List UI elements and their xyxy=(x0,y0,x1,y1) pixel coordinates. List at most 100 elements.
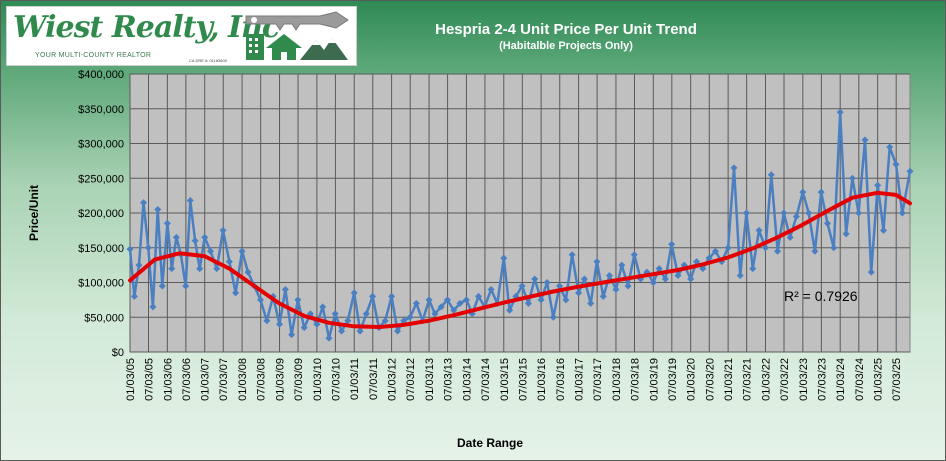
x-tick-label: 01/03/06 xyxy=(162,358,174,401)
data-point xyxy=(256,296,264,304)
data-point xyxy=(836,108,844,116)
data-point xyxy=(186,196,194,204)
x-tick-label: 01/03/20 xyxy=(686,358,698,401)
data-point xyxy=(767,171,775,179)
data-point xyxy=(742,209,750,217)
horizontal-gridlines xyxy=(130,73,910,353)
data-point xyxy=(338,327,346,335)
data-point xyxy=(874,181,882,189)
x-tick-label: 07/03/19 xyxy=(667,358,679,401)
data-point xyxy=(191,237,199,245)
data-point xyxy=(213,265,221,273)
data-point xyxy=(587,299,595,307)
y-tick-label: $100,000 xyxy=(78,278,124,290)
x-tick-label: 01/03/09 xyxy=(275,358,287,401)
y-tick-label: $0 xyxy=(112,347,124,359)
x-tick-label: 07/03/17 xyxy=(592,358,604,401)
x-tick-label: 01/03/24 xyxy=(835,358,847,401)
data-point xyxy=(543,279,551,286)
data-point xyxy=(848,174,856,182)
data-point xyxy=(855,209,863,217)
data-point xyxy=(140,199,148,207)
data-point xyxy=(319,303,327,311)
data-point xyxy=(425,296,433,304)
x-tick-label: 01/03/22 xyxy=(760,358,772,401)
x-tick-label: 01/03/19 xyxy=(648,358,660,401)
x-tick-label: 07/03/25 xyxy=(891,358,903,401)
data-point xyxy=(805,209,813,217)
x-tick-label: 01/03/07 xyxy=(200,358,212,401)
data-point xyxy=(867,268,875,276)
x-tick-label: 07/03/24 xyxy=(854,358,866,401)
data-point xyxy=(163,219,171,227)
data-point xyxy=(699,265,707,273)
data-point xyxy=(356,327,364,335)
data-point xyxy=(612,285,620,293)
data-point xyxy=(562,296,570,304)
x-tick-label: 01/03/25 xyxy=(873,358,885,401)
x-tick-label: 07/03/21 xyxy=(742,358,754,401)
data-point xyxy=(462,296,470,304)
data-point xyxy=(811,247,819,255)
x-tick-label: 07/03/08 xyxy=(256,358,268,401)
y-tick-label: $300,000 xyxy=(78,139,124,151)
data-point xyxy=(599,292,607,300)
data-point xyxy=(755,226,763,234)
data-point xyxy=(394,327,402,335)
data-point xyxy=(531,275,539,283)
data-point xyxy=(730,164,738,172)
data-point xyxy=(736,272,744,280)
data-point xyxy=(201,233,209,241)
data-point xyxy=(207,247,215,255)
data-point xyxy=(126,245,134,253)
data-point xyxy=(668,240,676,248)
x-tick-label: 01/03/12 xyxy=(387,358,399,401)
y-tick-label: $400,000 xyxy=(78,69,124,81)
data-point xyxy=(830,244,838,252)
x-tick-label: 01/03/17 xyxy=(574,358,586,401)
x-tick-label: 01/03/18 xyxy=(611,358,623,401)
data-point xyxy=(661,275,669,283)
data-point xyxy=(344,317,352,325)
data-point xyxy=(556,282,564,290)
y-tick-label: $50,000 xyxy=(84,312,124,324)
data-point xyxy=(144,244,152,252)
y-tick-label: $150,000 xyxy=(78,243,124,255)
x-tick-label: 07/03/13 xyxy=(443,358,455,401)
data-point xyxy=(244,268,252,276)
data-point xyxy=(158,282,166,290)
data-point xyxy=(381,317,389,325)
data-point xyxy=(196,265,204,273)
data-point xyxy=(624,282,632,290)
data-point xyxy=(761,244,769,252)
data-point xyxy=(450,306,458,314)
x-tick-label: 07/03/06 xyxy=(181,358,193,401)
data-point xyxy=(437,303,445,311)
x-tick-label: 01/03/08 xyxy=(237,358,249,401)
y-axis-title: Price/Unit xyxy=(27,185,41,241)
y-axis-ticks: $0 $50,000 $100,000 $150,000 $200,000 $250,00… xyxy=(78,69,124,359)
logo-dre-number: CA DRE #: 01183600 xyxy=(189,58,227,63)
data-point xyxy=(288,331,296,339)
x-axis-title: Date Range xyxy=(457,436,523,450)
x-tick-label: 01/03/11 xyxy=(349,358,361,400)
x-tick-label: 01/03/13 xyxy=(424,358,436,401)
polynomial-trendline xyxy=(128,190,912,329)
trendline-series xyxy=(128,190,912,329)
data-point xyxy=(350,289,358,297)
data-point xyxy=(906,167,914,175)
data-point xyxy=(219,226,227,234)
x-tick-label: 07/03/18 xyxy=(629,358,641,401)
data-point xyxy=(580,275,588,283)
data-point xyxy=(575,289,583,297)
r-squared-annotation: R² = 0.7926 xyxy=(784,288,858,304)
data-point xyxy=(313,320,321,328)
x-axis-ticks: 01/03/05 07/03/05 01/03/06 07/03/06 01/03/07… xyxy=(125,358,903,401)
data-point xyxy=(537,296,545,304)
data-point xyxy=(861,136,869,144)
x-tick-label: 01/03/16 xyxy=(536,358,548,401)
data-point xyxy=(824,219,832,227)
data-point xyxy=(568,251,576,259)
